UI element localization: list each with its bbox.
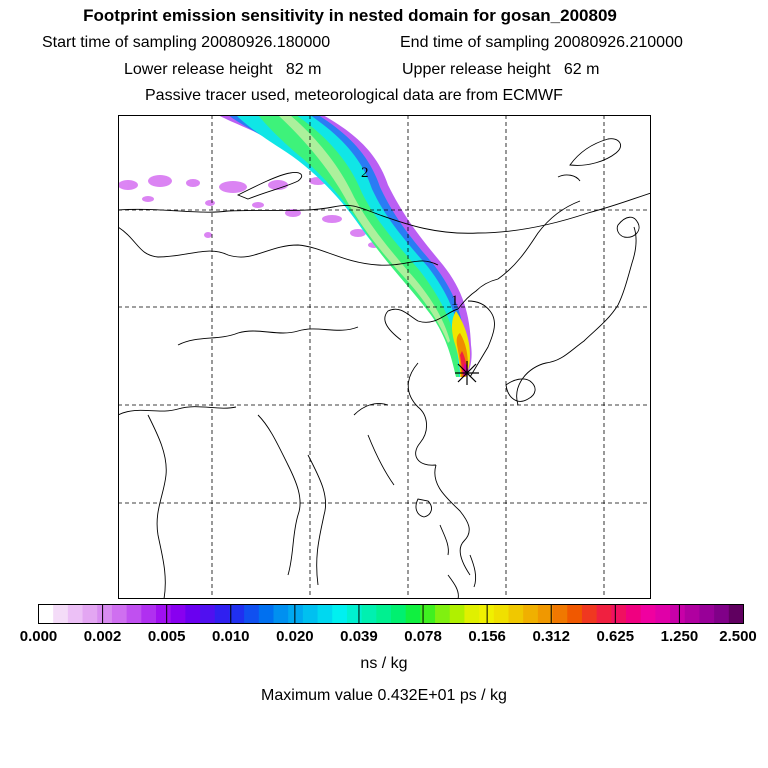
colorbar-cell [67, 604, 84, 624]
colorbar [38, 604, 744, 624]
colorbar-cell [38, 604, 54, 624]
end-time: End time of sampling 20080926.210000 [400, 34, 683, 51]
colorbar-cell [714, 604, 730, 624]
colorbar-tick-label: 0.000 [19, 628, 58, 645]
colorbar-cell [581, 604, 598, 624]
colorbar-tick-label: 0.039 [340, 628, 378, 645]
colorbar-cell [229, 604, 245, 624]
colorbar-cell [552, 604, 568, 624]
colorbar-tick-label: 0.312 [532, 628, 570, 645]
colorbar-tick-label: 0.156 [468, 628, 506, 645]
colorbar-cell [258, 604, 274, 624]
colorbar-cell [611, 604, 627, 624]
colorbar-cell [244, 604, 260, 624]
colorbar-cell [391, 604, 407, 624]
colorbar-cell [567, 604, 583, 624]
colorbar-cell [626, 604, 642, 624]
colorbar-tick-label: 0.005 [147, 628, 186, 645]
colorbar-cell [640, 604, 656, 624]
release-point-star-icon [455, 361, 479, 385]
colorbar-cell [435, 604, 451, 624]
colorbar-cell [346, 604, 363, 624]
colorbar-tick-label: 0.078 [404, 628, 442, 645]
colorbar-cell [53, 604, 69, 624]
colorbar-cell [493, 604, 509, 624]
colorbar-tick-label: 1.250 [660, 628, 699, 645]
colorbar-cell [288, 604, 304, 624]
colorbar-cell [302, 604, 319, 624]
colorbar-cell [185, 604, 201, 624]
colorbar-cell [376, 604, 392, 624]
colorbar-cell [126, 604, 142, 624]
colorbar-cell [449, 604, 465, 624]
upper-release-height: Upper release height 62 m [402, 61, 600, 78]
footprint-map: 2 1 [118, 115, 651, 599]
graticule [118, 115, 651, 599]
colorbar-cell [523, 604, 539, 624]
colorbar-tick-label: 0.010 [211, 628, 250, 645]
colorbar-cell [332, 604, 348, 624]
map-title: Footprint emission sensitivity in nested… [83, 6, 617, 25]
colorbar-tick-label: 2.500 [719, 628, 757, 645]
colorbar-cell [684, 604, 700, 624]
colorbar-cell [214, 604, 230, 624]
colorbar-cell [508, 604, 524, 624]
colorbar-cell [537, 604, 554, 624]
colorbar-cell [464, 604, 480, 624]
colorbar-cell [670, 604, 686, 624]
colorbar-cell [82, 604, 98, 624]
colorbar-cell [170, 604, 186, 624]
colorbar-tick-label: 0.625 [596, 628, 635, 645]
plume-label-1: 1 [451, 293, 459, 309]
plume-cyan [236, 115, 462, 377]
colorbar-cell [200, 604, 216, 624]
colorbar-cell [699, 604, 715, 624]
colorbar-cell [273, 604, 289, 624]
colorbar-cell [655, 604, 671, 624]
coastlines [118, 138, 651, 599]
colorbar-tick-label: 0.020 [276, 628, 314, 645]
tracer-note: Passive tracer used, meteorological data… [145, 87, 563, 104]
colorbar-cell [141, 604, 157, 624]
start-time: Start time of sampling 20080926.180000 [42, 34, 331, 51]
colorbar-cell [405, 604, 421, 624]
colorbar-cell [420, 604, 436, 624]
colorbar-cell [596, 604, 612, 624]
colorbar-cell [317, 604, 333, 624]
map-frame [118, 115, 651, 599]
maximum-value: Maximum value 0.432E+01 ps / kg [261, 687, 507, 704]
plume-label-2: 2 [361, 165, 369, 181]
lower-release-height: Lower release height 82 m [124, 61, 322, 78]
colorbar-cell [97, 604, 113, 624]
colorbar-cell [156, 604, 172, 624]
colorbar-cell [728, 604, 744, 624]
colorbar-cell [361, 604, 377, 624]
colorbar-tick-label: 0.002 [83, 628, 122, 645]
colorbar-unit: ns / kg [360, 655, 408, 672]
colorbar-cell [111, 604, 128, 624]
